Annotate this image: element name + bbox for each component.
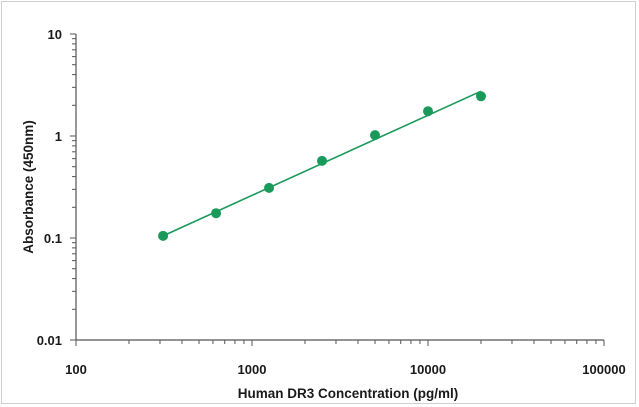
y-tick-label: 0.01	[37, 333, 62, 348]
y-tick-label: 0.1	[44, 231, 62, 246]
data-point	[475, 91, 486, 102]
x-tick-label: 1000	[238, 362, 267, 377]
data-point	[211, 208, 222, 219]
x-tick-label: 100	[65, 362, 87, 377]
y-axis-title: Absorbance (450nm)	[21, 120, 36, 254]
x-tick-label: 10000	[410, 362, 446, 377]
data-point	[317, 155, 328, 166]
data-point	[423, 106, 433, 117]
y-tick-label: 10	[48, 27, 62, 42]
data-point	[158, 230, 169, 241]
data-point	[264, 182, 275, 193]
y-tick-label: 1	[55, 129, 62, 144]
tick-labels: 100 1000 10000 100000 0.01 0.1 1 10	[37, 27, 626, 377]
axis-ticks	[70, 33, 605, 346]
data-point	[370, 130, 381, 141]
x-tick-label: 100000	[582, 362, 625, 377]
axes	[75, 34, 604, 341]
x-axis-title: Human DR3 Concentration (pg/ml)	[238, 386, 459, 401]
data-points	[158, 91, 486, 241]
